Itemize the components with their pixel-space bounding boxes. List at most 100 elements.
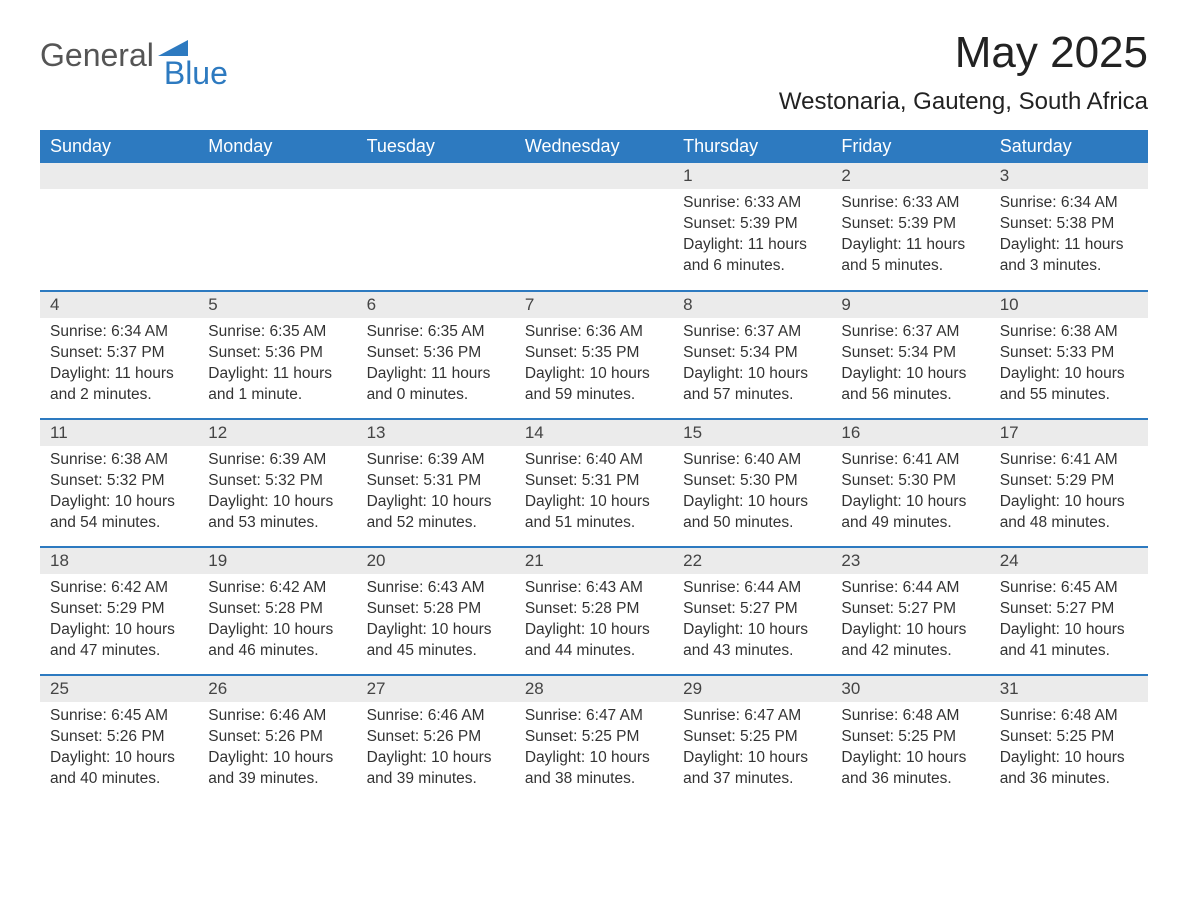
sunrise-text: Sunrise: 6:40 AM: [525, 450, 663, 471]
day-cell: 31Sunrise: 6:48 AMSunset: 5:25 PMDayligh…: [990, 675, 1148, 803]
sunset-text: Sunset: 5:38 PM: [1000, 214, 1138, 235]
day-cell: 9Sunrise: 6:37 AMSunset: 5:34 PMDaylight…: [831, 291, 989, 419]
day-cell: 25Sunrise: 6:45 AMSunset: 5:26 PMDayligh…: [40, 675, 198, 803]
day-body: Sunrise: 6:39 AMSunset: 5:31 PMDaylight:…: [357, 446, 515, 540]
header: General Blue May 2025 Westonaria, Gauten…: [40, 28, 1148, 126]
sunset-text: Sunset: 5:25 PM: [683, 727, 821, 748]
daylight-text: Daylight: 10 hours and 40 minutes.: [50, 748, 188, 790]
sunset-text: Sunset: 5:30 PM: [683, 471, 821, 492]
day-cell: 6Sunrise: 6:35 AMSunset: 5:36 PMDaylight…: [357, 291, 515, 419]
daylight-text: Daylight: 10 hours and 49 minutes.: [841, 492, 979, 534]
sunset-text: Sunset: 5:26 PM: [50, 727, 188, 748]
day-number: 4: [40, 292, 198, 318]
sunrise-text: Sunrise: 6:43 AM: [367, 578, 505, 599]
day-cell: 26Sunrise: 6:46 AMSunset: 5:26 PMDayligh…: [198, 675, 356, 803]
sunrise-text: Sunrise: 6:34 AM: [1000, 193, 1138, 214]
sunrise-text: Sunrise: 6:37 AM: [841, 322, 979, 343]
day-cell: 2Sunrise: 6:33 AMSunset: 5:39 PMDaylight…: [831, 163, 989, 291]
sunset-text: Sunset: 5:39 PM: [683, 214, 821, 235]
sunrise-text: Sunrise: 6:47 AM: [525, 706, 663, 727]
sunrise-text: Sunrise: 6:44 AM: [683, 578, 821, 599]
daylight-text: Daylight: 10 hours and 59 minutes.: [525, 364, 663, 406]
calendar-table: Sunday Monday Tuesday Wednesday Thursday…: [40, 130, 1148, 803]
day-body: Sunrise: 6:44 AMSunset: 5:27 PMDaylight:…: [831, 574, 989, 668]
sunrise-text: Sunrise: 6:41 AM: [841, 450, 979, 471]
day-number: 18: [40, 548, 198, 574]
day-body: Sunrise: 6:48 AMSunset: 5:25 PMDaylight:…: [990, 702, 1148, 796]
daylight-text: Daylight: 10 hours and 36 minutes.: [1000, 748, 1138, 790]
day-number: 24: [990, 548, 1148, 574]
weekday-header: Wednesday: [515, 130, 673, 163]
daylight-text: Daylight: 10 hours and 44 minutes.: [525, 620, 663, 662]
sunrise-text: Sunrise: 6:45 AM: [1000, 578, 1138, 599]
day-cell: 20Sunrise: 6:43 AMSunset: 5:28 PMDayligh…: [357, 547, 515, 675]
sunrise-text: Sunrise: 6:48 AM: [841, 706, 979, 727]
sunrise-text: Sunrise: 6:39 AM: [367, 450, 505, 471]
day-body: Sunrise: 6:38 AMSunset: 5:33 PMDaylight:…: [990, 318, 1148, 412]
sunrise-text: Sunrise: 6:46 AM: [367, 706, 505, 727]
sunset-text: Sunset: 5:27 PM: [683, 599, 821, 620]
week-row: 4Sunrise: 6:34 AMSunset: 5:37 PMDaylight…: [40, 291, 1148, 419]
day-number: 28: [515, 676, 673, 702]
sunrise-text: Sunrise: 6:43 AM: [525, 578, 663, 599]
logo-mark-icon: [158, 36, 188, 56]
daylight-text: Daylight: 10 hours and 36 minutes.: [841, 748, 979, 790]
day-body: Sunrise: 6:34 AMSunset: 5:37 PMDaylight:…: [40, 318, 198, 412]
day-cell: [357, 163, 515, 291]
day-cell: 8Sunrise: 6:37 AMSunset: 5:34 PMDaylight…: [673, 291, 831, 419]
day-body: Sunrise: 6:47 AMSunset: 5:25 PMDaylight:…: [673, 702, 831, 796]
day-cell: 16Sunrise: 6:41 AMSunset: 5:30 PMDayligh…: [831, 419, 989, 547]
sunset-text: Sunset: 5:25 PM: [841, 727, 979, 748]
day-body: Sunrise: 6:45 AMSunset: 5:26 PMDaylight:…: [40, 702, 198, 796]
day-body: Sunrise: 6:38 AMSunset: 5:32 PMDaylight:…: [40, 446, 198, 540]
day-cell: 4Sunrise: 6:34 AMSunset: 5:37 PMDaylight…: [40, 291, 198, 419]
weekday-header: Friday: [831, 130, 989, 163]
sunrise-text: Sunrise: 6:36 AM: [525, 322, 663, 343]
day-body: Sunrise: 6:35 AMSunset: 5:36 PMDaylight:…: [198, 318, 356, 412]
sunset-text: Sunset: 5:30 PM: [841, 471, 979, 492]
sunrise-text: Sunrise: 6:35 AM: [208, 322, 346, 343]
sunset-text: Sunset: 5:26 PM: [367, 727, 505, 748]
day-number: [357, 163, 515, 189]
day-cell: [515, 163, 673, 291]
logo-text-general: General: [40, 37, 154, 74]
day-number: 11: [40, 420, 198, 446]
day-body: Sunrise: 6:46 AMSunset: 5:26 PMDaylight:…: [198, 702, 356, 796]
day-number: 13: [357, 420, 515, 446]
day-number: 29: [673, 676, 831, 702]
daylight-text: Daylight: 10 hours and 47 minutes.: [50, 620, 188, 662]
sunrise-text: Sunrise: 6:38 AM: [1000, 322, 1138, 343]
day-body: Sunrise: 6:39 AMSunset: 5:32 PMDaylight:…: [198, 446, 356, 540]
day-body: Sunrise: 6:41 AMSunset: 5:29 PMDaylight:…: [990, 446, 1148, 540]
sunset-text: Sunset: 5:35 PM: [525, 343, 663, 364]
sunset-text: Sunset: 5:31 PM: [367, 471, 505, 492]
sunset-text: Sunset: 5:28 PM: [208, 599, 346, 620]
daylight-text: Daylight: 11 hours and 2 minutes.: [50, 364, 188, 406]
sunset-text: Sunset: 5:37 PM: [50, 343, 188, 364]
day-cell: 21Sunrise: 6:43 AMSunset: 5:28 PMDayligh…: [515, 547, 673, 675]
daylight-text: Daylight: 10 hours and 37 minutes.: [683, 748, 821, 790]
day-body: Sunrise: 6:42 AMSunset: 5:28 PMDaylight:…: [198, 574, 356, 668]
weekday-header: Monday: [198, 130, 356, 163]
day-cell: 14Sunrise: 6:40 AMSunset: 5:31 PMDayligh…: [515, 419, 673, 547]
daylight-text: Daylight: 11 hours and 5 minutes.: [841, 235, 979, 277]
day-number: 30: [831, 676, 989, 702]
day-cell: 29Sunrise: 6:47 AMSunset: 5:25 PMDayligh…: [673, 675, 831, 803]
sunrise-text: Sunrise: 6:47 AM: [683, 706, 821, 727]
sunrise-text: Sunrise: 6:44 AM: [841, 578, 979, 599]
daylight-text: Daylight: 10 hours and 55 minutes.: [1000, 364, 1138, 406]
day-number: 5: [198, 292, 356, 318]
day-cell: 1Sunrise: 6:33 AMSunset: 5:39 PMDaylight…: [673, 163, 831, 291]
day-cell: 5Sunrise: 6:35 AMSunset: 5:36 PMDaylight…: [198, 291, 356, 419]
day-cell: 10Sunrise: 6:38 AMSunset: 5:33 PMDayligh…: [990, 291, 1148, 419]
day-cell: 28Sunrise: 6:47 AMSunset: 5:25 PMDayligh…: [515, 675, 673, 803]
week-row: 11Sunrise: 6:38 AMSunset: 5:32 PMDayligh…: [40, 419, 1148, 547]
day-number: 21: [515, 548, 673, 574]
day-body: Sunrise: 6:40 AMSunset: 5:31 PMDaylight:…: [515, 446, 673, 540]
day-number: 12: [198, 420, 356, 446]
daylight-text: Daylight: 10 hours and 43 minutes.: [683, 620, 821, 662]
daylight-text: Daylight: 10 hours and 39 minutes.: [208, 748, 346, 790]
weekday-header-row: Sunday Monday Tuesday Wednesday Thursday…: [40, 130, 1148, 163]
day-cell: 19Sunrise: 6:42 AMSunset: 5:28 PMDayligh…: [198, 547, 356, 675]
sunset-text: Sunset: 5:25 PM: [525, 727, 663, 748]
